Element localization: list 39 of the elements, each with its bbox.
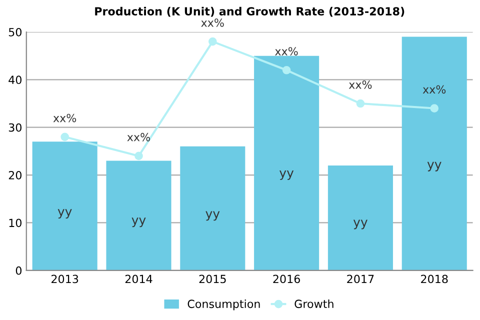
data-label: xx% — [127, 132, 150, 142]
data-label: yy — [427, 162, 442, 172]
point — [60, 132, 69, 142]
x-tick-label: 2013 — [52, 274, 78, 284]
y-tick-label: 50 — [8, 28, 22, 36]
y-tick-label: 40 — [8, 76, 22, 84]
point — [282, 66, 291, 74]
y-tick-label: 10 — [9, 218, 22, 228]
x-tick-label: 2017 — [347, 274, 374, 284]
point — [134, 152, 143, 160]
data-label: xx% — [53, 114, 76, 122]
legend-label: Growth — [294, 299, 334, 308]
x-tick-label: 2016 — [273, 274, 300, 284]
data-label: yy — [206, 211, 220, 221]
point — [356, 99, 365, 108]
point — [430, 104, 439, 112]
x-tick-label: 2015 — [199, 274, 226, 284]
y-tick-label: 30 — [8, 123, 22, 132]
point — [208, 37, 217, 46]
data-label: yy — [132, 218, 146, 228]
y-tick-label: 20 — [8, 171, 22, 180]
data-label: yy — [58, 209, 72, 219]
bar — [254, 56, 320, 270]
x-tick-label: 2014 — [125, 274, 152, 284]
bar — [180, 146, 246, 270]
data-label: yy — [280, 170, 294, 180]
bar — [32, 142, 98, 270]
data-label: xx% — [422, 85, 446, 94]
data-label: xx% — [201, 18, 224, 27]
bar — [402, 36, 467, 270]
bar — [328, 166, 393, 270]
data-label: yy — [353, 220, 368, 230]
data-label: xx% — [275, 47, 298, 56]
y-tick-label: 0 — [16, 266, 22, 275]
bar — [106, 160, 172, 270]
chart-title: Production (K Unit) and Growth Rate (2013-2018) — [95, 6, 404, 17]
legend-label: Consumption — [188, 299, 260, 310]
x-tick-label: 2018 — [421, 274, 448, 284]
data-label: xx% — [348, 80, 372, 89]
